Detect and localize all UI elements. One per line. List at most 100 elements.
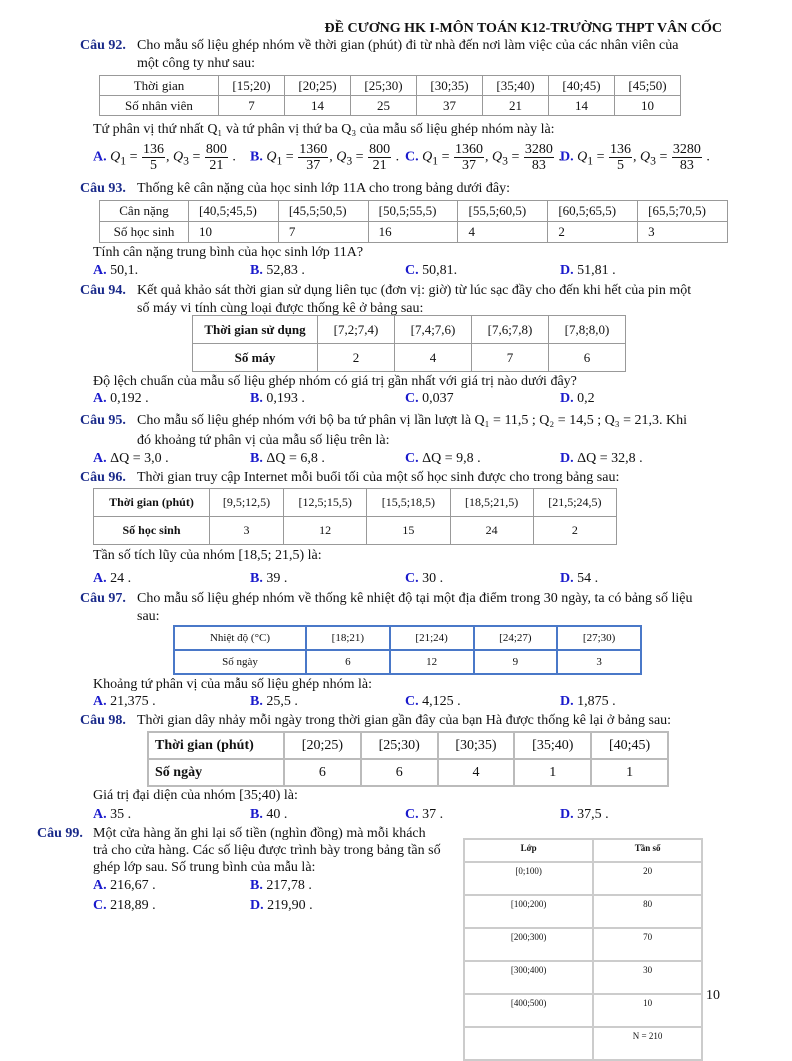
numerator: 136 [608, 142, 632, 158]
table-cell: 14 [284, 95, 351, 116]
row-header-cell: [200;300) [462, 927, 595, 962]
option-text: 50,81. [422, 263, 458, 278]
data-table: Thời gian [15;20) [20;25) [25;30) [30;35) [35… [99, 75, 681, 116]
question-text: ghép lớp sau. Số trung bình của mẫu là: [93, 860, 316, 875]
option-letter: D. [560, 263, 578, 278]
table-cell: 14 [548, 95, 615, 116]
option-text: 4,125 . [422, 694, 461, 709]
row-header-cell: Số ngày [173, 649, 307, 675]
answer-option[interactable]: D. 54 . [560, 571, 598, 587]
table-cell: 24 [449, 516, 534, 545]
question-text: một công ty như sau: [137, 56, 256, 71]
answer-option[interactable]: A. 0,192 . [93, 391, 149, 407]
option-letter: B. [250, 807, 267, 822]
table-cell: [27;30) [556, 625, 642, 651]
table-row: Thời gian sử dụng [7,2;7,4) [7,4;7,6) [7,6;… [192, 315, 626, 344]
answer-option[interactable]: B. 39 . [250, 571, 287, 587]
table-cell: [35;40) [482, 75, 549, 96]
fraction: 3280 83 [523, 142, 554, 173]
answer-option[interactable]: D. Q1 = 136 5, Q3 = 3280 83 . [560, 142, 710, 173]
option-text: 0,2 [577, 391, 595, 406]
row-header-cell: Số máy [192, 343, 318, 372]
answer-option[interactable]: C. 30 . [405, 571, 443, 587]
option-text: 0,037 [422, 391, 454, 406]
table-cell: 6 [548, 343, 626, 372]
answer-option[interactable]: A. ΔQ = 3,0 . [93, 451, 169, 467]
table-cell: 1 [590, 758, 669, 787]
row-header-cell: Lớp [462, 838, 595, 863]
answer-option[interactable]: C. ΔQ = 9,8 . [405, 451, 481, 467]
table-cell: 3 [208, 516, 285, 545]
answer-option[interactable]: C. 50,81. [405, 263, 457, 279]
answer-option[interactable]: A. 35 . [93, 807, 131, 823]
question-text: Một cửa hàng ăn ghi lại số tiền (nghìn đ… [93, 826, 426, 841]
answer-option[interactable]: C. 4,125 . [405, 694, 461, 710]
answer-option[interactable]: D. 219,90 . [250, 898, 313, 914]
fraction: 1360 37 [453, 142, 484, 173]
option-text: ΔQ = 32,8 . [577, 451, 643, 466]
table-cell: [20;25) [283, 731, 362, 760]
answer-option[interactable]: D. ΔQ = 32,8 . [560, 451, 643, 467]
question-text: Cho mẫu số liệu ghép nhóm về thống kê nh… [137, 591, 693, 606]
row-header-cell: Nhiệt độ (°C) [173, 625, 307, 651]
option-text: 218,89 . [110, 898, 156, 913]
table-cell: [15,5;18,5) [366, 488, 451, 517]
answer-option[interactable]: D. 1,875 . [560, 694, 616, 710]
table-cell: 6 [283, 758, 362, 787]
table-cell: 12 [388, 649, 475, 675]
answer-option[interactable]: B. ΔQ = 6,8 . [250, 451, 325, 467]
answer-option[interactable]: B. 25,5 . [250, 694, 298, 710]
answer-option[interactable]: D. 0,2 [560, 391, 595, 407]
table-cell: [25;30) [359, 731, 439, 760]
answer-option[interactable]: C. 0,037 [405, 391, 454, 407]
answer-option[interactable]: A. 21,375 . [93, 694, 156, 710]
answer-option[interactable]: B. 0,193 . [250, 391, 305, 407]
numerator: 3280 [523, 142, 554, 158]
question-text: đó khoảng tứ phân vị của mẫu số liệu trê… [137, 433, 390, 448]
option-letter: B. [250, 571, 267, 586]
option-letter: D. [560, 571, 578, 586]
fraction: 136 5 [141, 142, 165, 173]
option-text: 51,81 . [577, 263, 616, 278]
question-label: Câu 99. [37, 826, 83, 841]
frequency-table: Lớp Tần số [0;100) 20 [100;200) 80 [200;300) 70… [462, 838, 703, 1061]
table-cell: 10 [188, 221, 279, 243]
answer-option[interactable]: B. 52,83 . [250, 263, 305, 279]
row-header-cell: Số học sinh [93, 516, 210, 545]
table-cell: [7,8;8,0) [548, 315, 626, 344]
table-cell: [60,5;65,5) [547, 200, 639, 222]
question-label: Câu 94. [80, 283, 126, 298]
answer-option[interactable]: A. Q1 = 136 5, Q3 = 800 21 . [93, 142, 236, 173]
table-cell: [9,5;12,5) [208, 488, 285, 517]
table-cell: 9 [472, 649, 559, 675]
table-cell: [40;45) [590, 731, 669, 760]
option-text: 54 . [577, 571, 599, 586]
question-text: Cho mẫu số liệu ghép nhóm về thời gian (… [137, 38, 679, 53]
answer-option[interactable]: A. 216,67 . [93, 878, 156, 894]
denominator: 5 [616, 158, 624, 173]
option-letter: C. [93, 898, 111, 913]
table-cell: 2 [317, 343, 395, 372]
answer-option[interactable]: B. 40 . [250, 807, 287, 823]
answer-option[interactable]: A. 24 . [93, 571, 131, 587]
row-header-cell: [100;200) [462, 894, 595, 929]
option-letter: C. [405, 694, 423, 709]
answer-option[interactable]: D. 37,5 . [560, 807, 609, 823]
question-label: Câu 96. [80, 470, 126, 485]
answer-option[interactable]: C. Q1 = 1360 37, Q3 = 3280 83 . [405, 142, 562, 173]
answer-option[interactable]: C. 218,89 . [93, 898, 156, 914]
table-row: Số học sinh 3 12 15 24 2 [93, 516, 618, 545]
table-cell: 2 [547, 221, 639, 243]
option-letter: C. [405, 571, 423, 586]
answer-option[interactable]: C. 37 . [405, 807, 443, 823]
answer-option[interactable]: D. 51,81 . [560, 263, 616, 279]
answer-option[interactable]: B. 217,78 . [250, 878, 312, 894]
option-letter: D. [560, 451, 578, 466]
table-cell: 7 [471, 343, 549, 372]
question-prompt: Tần số tích lũy của nhóm [18,5; 21,5) là… [93, 548, 322, 563]
data-table: Thời gian sử dụng [7,2;7,4) [7,4;7,6) [7,6;… [192, 315, 626, 372]
answer-option[interactable]: A. 50,1. [93, 263, 138, 279]
answer-option[interactable]: B. Q1 = 1360 37, Q3 = 800 21 . [250, 142, 400, 173]
option-text: ΔQ = 3,0 . [110, 451, 169, 466]
fraction: 3280 83 [671, 142, 702, 173]
